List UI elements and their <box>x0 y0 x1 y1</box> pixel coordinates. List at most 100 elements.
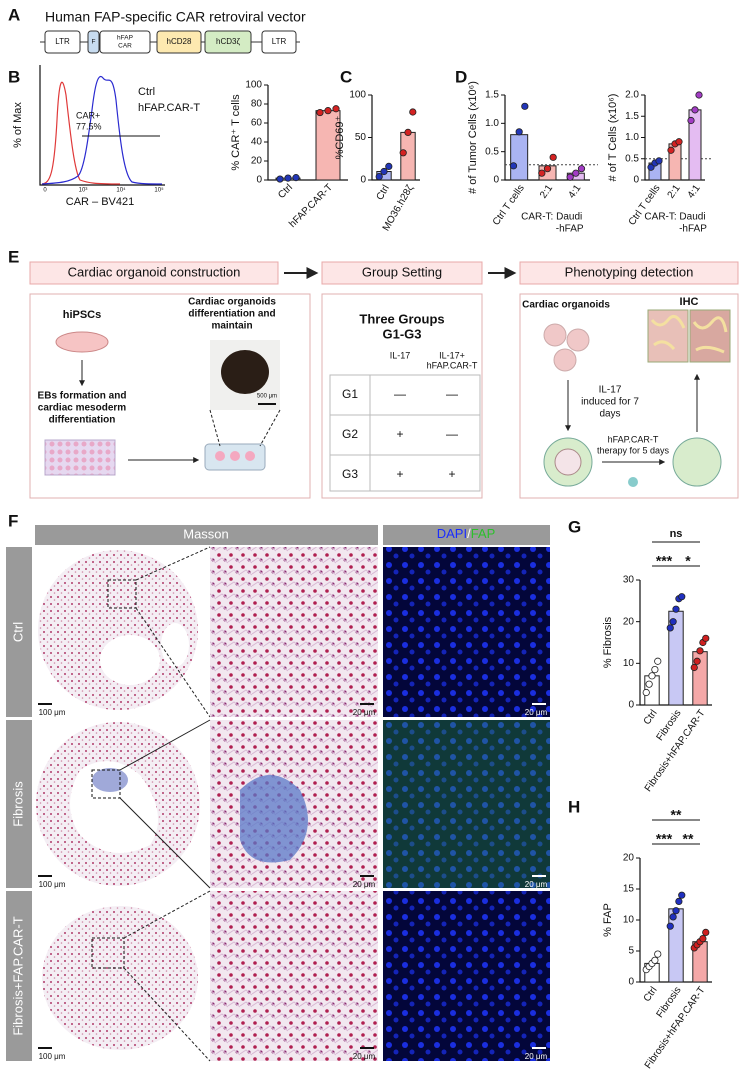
y-tick-label: 10 <box>623 915 635 926</box>
y-tick-label: 5 <box>628 946 634 957</box>
label: IHC <box>680 296 699 308</box>
y-tick-label: 0 <box>628 700 634 711</box>
organoid-icon <box>554 448 582 476</box>
step-box <box>321 261 483 285</box>
connector <box>209 409 281 447</box>
segment-label: hCD28 <box>167 37 192 46</box>
data-point <box>672 907 680 915</box>
segment-label: F <box>92 39 96 46</box>
x-tick-label: 10⁵ <box>154 187 164 194</box>
x-axis-label: CAR – BV421 <box>66 196 134 208</box>
masson-zoom <box>210 891 378 1061</box>
data-point <box>648 672 656 680</box>
label: days <box>599 409 620 420</box>
segment-label: LTR <box>272 37 287 46</box>
data-point <box>666 922 674 930</box>
label: G1 <box>342 387 358 401</box>
data-point <box>521 102 529 110</box>
data-point <box>699 934 707 943</box>
flow-axis <box>39 65 165 186</box>
fluor-image <box>383 547 550 717</box>
data-point <box>577 165 586 173</box>
car-t-icon <box>628 477 638 487</box>
step-title: Cardiac organoid construction <box>68 264 241 279</box>
label: maintain <box>211 321 252 332</box>
data-point <box>292 174 300 182</box>
zoom-box <box>91 937 125 969</box>
y-tick-label: 30 <box>623 575 635 586</box>
segment-label: CAR <box>118 43 132 50</box>
data-point <box>678 891 686 899</box>
row-label: Fibrosis+FAP.CAR-T <box>10 916 25 1035</box>
data-point <box>332 105 340 113</box>
label: 500 μm <box>257 394 277 400</box>
x-tick-label: 10³ <box>79 188 88 194</box>
vector-title: Human FAP-specific CAR retroviral vector <box>45 9 306 25</box>
data-point <box>316 108 324 117</box>
data-point <box>538 169 546 177</box>
step-panel <box>321 293 483 499</box>
data-point <box>693 657 701 665</box>
label: Cardiac organoids <box>522 300 610 311</box>
step-box <box>29 261 279 285</box>
legend-entry: Ctrl <box>138 86 155 98</box>
ihc-texture <box>650 314 728 354</box>
organoid-section <box>42 906 198 1050</box>
data-point <box>651 956 659 964</box>
x-tick-label: 4:1 <box>686 183 703 201</box>
flow-curve-car <box>41 76 163 185</box>
data-point <box>409 108 417 116</box>
label: + <box>396 427 403 441</box>
y-tick-label: 1.5 <box>625 111 639 122</box>
data-point <box>666 624 674 632</box>
data-point <box>276 175 284 183</box>
data-point <box>284 174 292 182</box>
panel-label: E <box>8 247 19 266</box>
data-point <box>669 913 677 921</box>
organoid-section <box>38 550 198 710</box>
y-tick-label: 15 <box>623 884 635 895</box>
step-title: Group Setting <box>362 264 442 279</box>
label: cardiac mesoderm <box>38 403 126 414</box>
gate-label: CAR+ <box>76 110 100 120</box>
x-tick-label: 0 <box>43 188 47 194</box>
panel-label: C <box>340 67 352 86</box>
label: Three Groups <box>359 311 444 326</box>
data-point <box>572 169 580 177</box>
panel-label: G <box>568 517 581 536</box>
step-title: Phenotyping detection <box>565 264 694 279</box>
panel-label: B <box>8 67 20 86</box>
plate <box>44 439 116 476</box>
cavity <box>100 635 160 685</box>
panel-label: F <box>8 511 18 530</box>
data-point <box>324 107 332 115</box>
y-tick-label: 1.0 <box>485 118 499 129</box>
stain-part: DAPI <box>437 526 467 541</box>
data-point <box>385 162 393 170</box>
data-point <box>675 897 683 906</box>
y-tick-label: 20 <box>251 156 263 167</box>
y-axis-label: % FAP <box>602 903 614 937</box>
x-tick-label: Ctrl <box>276 182 295 201</box>
data-point <box>515 128 523 136</box>
group-label: -hFAP <box>679 224 707 235</box>
y-tick-label: 0 <box>633 175 639 186</box>
zoom-box <box>91 769 121 799</box>
scale-label: 20 μm <box>525 708 548 717</box>
label: G2 <box>342 427 358 441</box>
y-tick-label: 80 <box>251 99 263 110</box>
x-tick-label: 4:1 <box>566 183 583 201</box>
vector-segment <box>204 30 252 54</box>
y-axis-label: % of Max <box>12 102 24 148</box>
table <box>329 374 481 492</box>
label: IL-17 <box>599 385 622 396</box>
y-tick-label: 0.5 <box>485 146 499 157</box>
dish <box>55 331 109 353</box>
data-point <box>655 157 663 165</box>
vector-segment <box>87 30 100 54</box>
group-label: CAR-T: Daudi <box>521 212 582 223</box>
row-bar <box>6 720 32 888</box>
flow-ticks: 0 10³ 10⁴ 10⁵ <box>43 187 164 194</box>
scale-label: 100 μm <box>39 1052 66 1061</box>
